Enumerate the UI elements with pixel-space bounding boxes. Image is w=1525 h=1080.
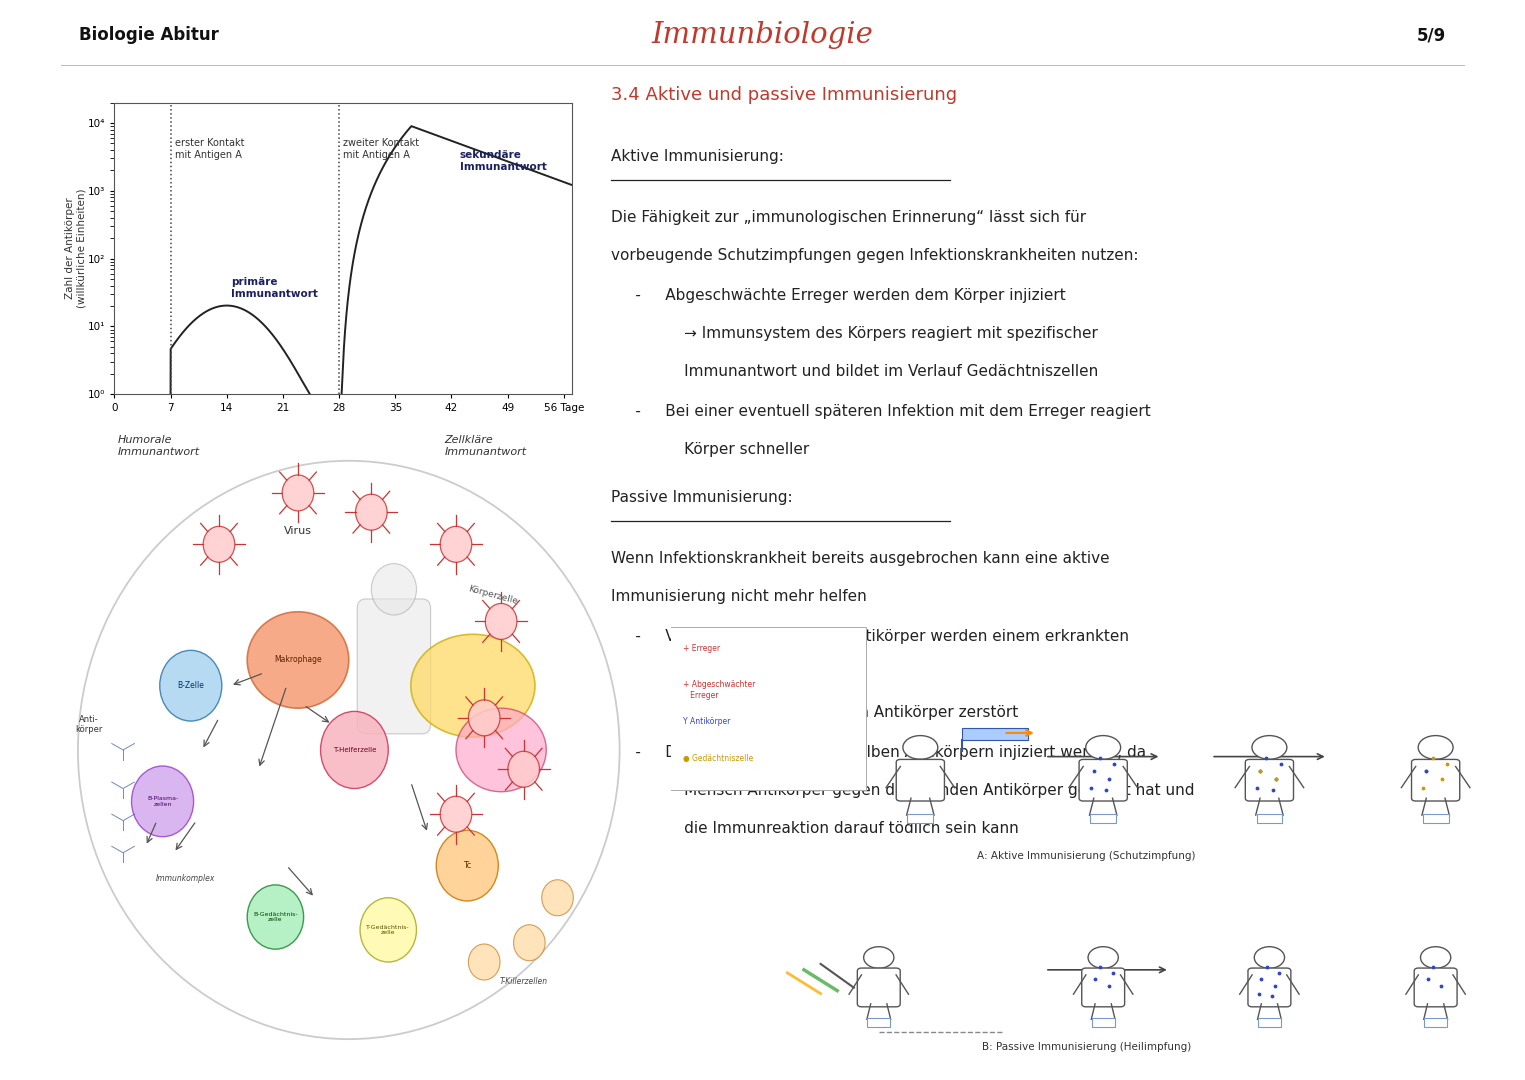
Circle shape [441, 796, 471, 833]
Circle shape [468, 700, 500, 735]
Text: vorbeugende Schutzimpfungen gegen Infektionskrankheiten nutzen:: vorbeugende Schutzimpfungen gegen Infekt… [612, 248, 1139, 264]
Text: Zellkläre
Immunantwort: Zellkläre Immunantwort [445, 435, 526, 458]
Text: ● Gedächtniszelle: ● Gedächtniszelle [683, 754, 753, 762]
Text: -     Vorgebildete passende Antikörper werden einem erkrankten: - Vorgebildete passende Antikörper werde… [612, 629, 1130, 644]
Text: B-Plasma-
zellen: B-Plasma- zellen [146, 796, 178, 807]
Text: Virus: Virus [284, 526, 313, 537]
Text: Mensch Antikörper gegen die fremden Antikörper gebildet hat und: Mensch Antikörper gegen die fremden Anti… [612, 783, 1194, 798]
Circle shape [320, 712, 389, 788]
Text: -     Bei einer eventuell späteren Infektion mit dem Erreger reagiert: - Bei einer eventuell späteren Infektion… [612, 404, 1151, 419]
FancyBboxPatch shape [1258, 1018, 1281, 1027]
FancyBboxPatch shape [357, 599, 430, 734]
Circle shape [541, 880, 573, 916]
Text: erster Kontakt
mit Antigen A: erster Kontakt mit Antigen A [174, 138, 244, 161]
FancyBboxPatch shape [1092, 1018, 1115, 1027]
Circle shape [468, 944, 500, 980]
Text: + Abgeschwächter
   Erreger: + Abgeschwächter Erreger [683, 680, 756, 700]
FancyBboxPatch shape [907, 814, 933, 823]
Text: Biologie Abitur: Biologie Abitur [79, 26, 220, 44]
Circle shape [355, 495, 387, 530]
Circle shape [1420, 947, 1450, 969]
Circle shape [247, 885, 303, 949]
Y-axis label: Zahl der Antikörper
(willkürliche Einheiten): Zahl der Antikörper (willkürliche Einhei… [66, 189, 87, 308]
Circle shape [1086, 735, 1121, 759]
Text: primäre
Immunantwort: primäre Immunantwort [230, 278, 317, 299]
FancyBboxPatch shape [868, 1018, 891, 1027]
Text: Tc: Tc [464, 861, 471, 870]
Circle shape [372, 564, 416, 615]
Text: sekundäre
Immunantwort: sekundäre Immunantwort [459, 150, 546, 173]
Circle shape [508, 752, 540, 787]
FancyBboxPatch shape [1423, 814, 1449, 823]
Circle shape [203, 526, 235, 563]
FancyBboxPatch shape [1257, 814, 1283, 823]
Circle shape [160, 650, 221, 721]
Text: Patienten injiziert: Patienten injiziert [612, 667, 819, 681]
Text: Aktive Immunisierung:: Aktive Immunisierung: [612, 149, 784, 164]
Circle shape [436, 831, 499, 901]
FancyBboxPatch shape [1414, 968, 1456, 1007]
Text: Y Antikörper: Y Antikörper [683, 717, 730, 726]
Circle shape [903, 735, 938, 759]
Circle shape [282, 475, 314, 511]
FancyBboxPatch shape [1081, 968, 1124, 1007]
Text: Immunantwort und bildet im Verlauf Gedächtniszellen: Immunantwort und bildet im Verlauf Gedäc… [612, 364, 1098, 379]
Text: Immunbiologie: Immunbiologie [651, 22, 874, 49]
Text: + Erreger: + Erreger [683, 644, 721, 652]
Circle shape [1087, 947, 1118, 969]
Text: Makrophage: Makrophage [274, 656, 322, 664]
Text: → Erreger werden durch Antikörper zerstört: → Erreger werden durch Antikörper zerstö… [612, 705, 1019, 720]
Text: Körperzelle: Körperzelle [467, 584, 518, 607]
FancyBboxPatch shape [1247, 968, 1290, 1007]
Circle shape [1418, 735, 1453, 759]
FancyBboxPatch shape [666, 626, 866, 791]
Ellipse shape [410, 634, 535, 737]
Circle shape [485, 604, 517, 639]
Text: Passive Immunisierung:: Passive Immunisierung: [612, 489, 793, 504]
Text: B-Gedächtnis-
zelle: B-Gedächtnis- zelle [253, 912, 297, 922]
Text: B-Zelle: B-Zelle [177, 681, 204, 690]
Text: Die Fähigkeit zur „immunologischen Erinnerung“ lässt sich für: Die Fähigkeit zur „immunologischen Erinn… [612, 211, 1086, 226]
Text: 3.4 Aktive und passive Immunisierung: 3.4 Aktive und passive Immunisierung [612, 86, 958, 104]
Text: Immunkomplex: Immunkomplex [156, 874, 215, 883]
Text: T-Killerzellen: T-Killerzellen [500, 976, 547, 986]
Circle shape [360, 897, 416, 962]
Text: -     Darf nur einmal mit denselben Antikörpern injiziert werden, da: - Darf nur einmal mit denselben Antikörp… [612, 745, 1147, 759]
FancyBboxPatch shape [897, 759, 944, 801]
Circle shape [514, 924, 544, 961]
Text: die Immunreaktion darauf tödlich sein kann: die Immunreaktion darauf tödlich sein ka… [612, 821, 1019, 836]
Text: Immunisierung nicht mehr helfen: Immunisierung nicht mehr helfen [612, 589, 868, 604]
Ellipse shape [456, 708, 546, 792]
Text: Humorale
Immunantwort: Humorale Immunantwort [117, 435, 200, 458]
Text: Körper schneller: Körper schneller [612, 442, 810, 457]
FancyBboxPatch shape [1424, 1018, 1447, 1027]
Circle shape [1252, 735, 1287, 759]
Text: B: Passive Immunisierung (Heilimpfung): B: Passive Immunisierung (Heilimpfung) [982, 1042, 1191, 1052]
Circle shape [441, 526, 471, 563]
Text: T-Gedächtnis-
zelle: T-Gedächtnis- zelle [366, 924, 410, 935]
Text: 5/9: 5/9 [1417, 26, 1446, 44]
Ellipse shape [247, 611, 349, 708]
Text: Wenn Infektionskrankheit bereits ausgebrochen kann eine aktive: Wenn Infektionskrankheit bereits ausgebr… [612, 551, 1110, 566]
Text: zweiter Kontakt
mit Antigen A: zweiter Kontakt mit Antigen A [343, 138, 419, 161]
Text: T-Helferzelle: T-Helferzelle [332, 747, 377, 753]
Text: -     Abgeschwächte Erreger werden dem Körper injiziert: - Abgeschwächte Erreger werden dem Körpe… [612, 288, 1066, 303]
Circle shape [131, 766, 194, 837]
FancyBboxPatch shape [857, 968, 900, 1007]
Circle shape [1254, 947, 1284, 969]
Circle shape [863, 947, 894, 969]
FancyBboxPatch shape [1080, 759, 1127, 801]
FancyBboxPatch shape [1246, 759, 1293, 801]
FancyBboxPatch shape [1090, 814, 1116, 823]
Text: Anti-
körper: Anti- körper [76, 715, 102, 734]
Text: → Immunsystem des Körpers reagiert mit spezifischer: → Immunsystem des Körpers reagiert mit s… [612, 326, 1098, 341]
FancyBboxPatch shape [962, 728, 1028, 740]
FancyBboxPatch shape [1412, 759, 1459, 801]
Text: A: Aktive Immunisierung (Schutzimpfung): A: Aktive Immunisierung (Schutzimpfung) [978, 851, 1196, 861]
